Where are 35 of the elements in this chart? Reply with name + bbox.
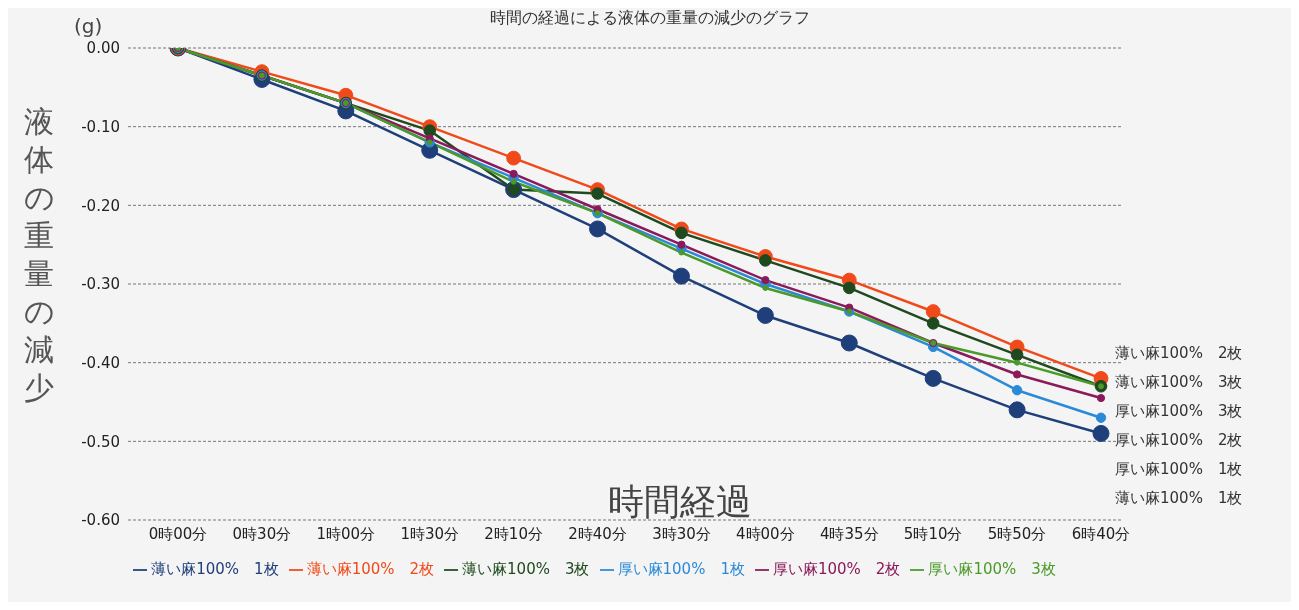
legend-label: 厚い麻100% 3枚: [928, 560, 1056, 578]
x-tick-label: 0時30分: [232, 524, 292, 543]
x-tick-label: 3時30分: [652, 524, 711, 543]
x-tick-label: 5時50分: [987, 524, 1047, 543]
text: 厚い麻100% 3枚: [1115, 401, 1243, 420]
legend-label: 厚い麻100% 2枚: [772, 560, 901, 578]
x-axis-title: 時間経過: [608, 481, 752, 522]
text: 厚い麻100% 1枚: [1115, 459, 1243, 478]
chart-title: 時間の経過による液体の重量の減少のグラフ: [489, 8, 810, 27]
x-tick-label: 2時40分: [568, 524, 627, 543]
y-tick-label: -0.20: [81, 196, 120, 215]
x-tick-label: 6時40分: [1071, 524, 1131, 543]
y-axis-title: 液体の重量の減少: [22, 103, 56, 407]
x-tick-label: 1時00分: [316, 524, 376, 543]
y-tick-label: 0.00: [86, 39, 120, 58]
x-tick-label: 4時35分: [819, 524, 879, 543]
text: 薄い麻100% 1枚: [1115, 488, 1243, 507]
text: 薄い麻100% 2枚: [1115, 343, 1243, 362]
text: (g): [74, 14, 103, 38]
legend-label: 薄い麻100% 2枚: [306, 560, 435, 578]
text: 厚い麻100% 2枚: [1115, 430, 1243, 449]
text: 薄い麻100% 3枚: [1115, 372, 1243, 391]
y-tick-label: -0.50: [81, 432, 120, 451]
x-tick-label: 5時10分: [903, 524, 963, 543]
x-tick-label: 0時00分: [148, 524, 208, 543]
legend-label: 薄い麻100% 3枚: [462, 560, 590, 578]
y-tick-label: -0.60: [81, 511, 120, 530]
y-tick-label: -0.40: [81, 353, 120, 372]
x-tick-label: 4時00分: [736, 524, 795, 543]
legend-label: 厚い麻100% 1枚: [617, 560, 745, 578]
x-tick-label: 1時30分: [400, 524, 460, 543]
y-tick-label: -0.30: [81, 275, 120, 294]
y-tick-label: -0.10: [81, 117, 120, 136]
x-tick-label: 2時10分: [484, 524, 543, 543]
legend-label: 薄い麻100% 1枚: [151, 560, 279, 578]
